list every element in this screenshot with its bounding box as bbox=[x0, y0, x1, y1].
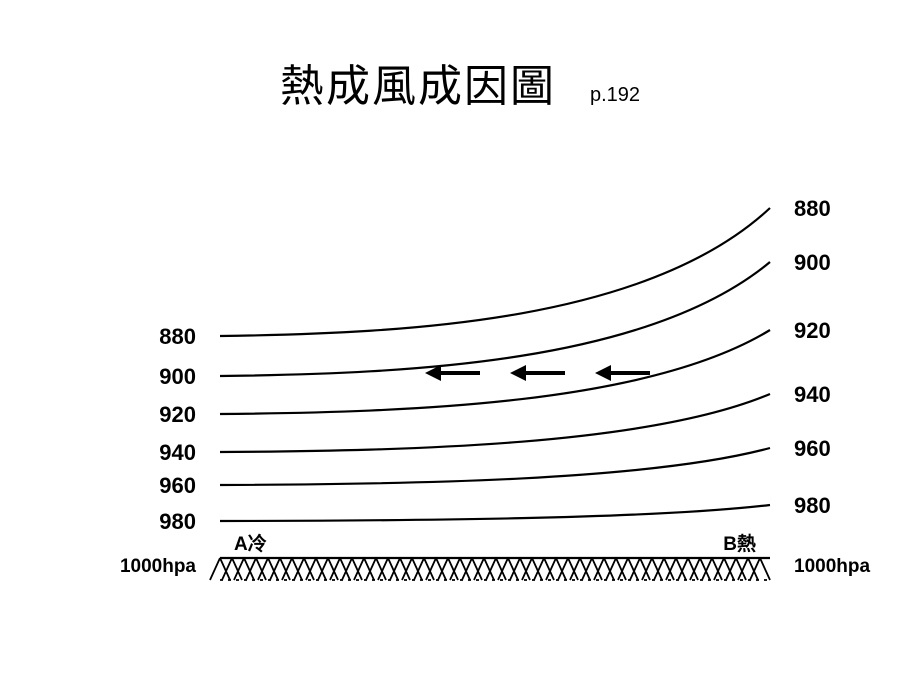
ground-hatching bbox=[210, 558, 770, 580]
isobar-label-left-960: 960 bbox=[159, 473, 196, 498]
isobar-label-left-880: 880 bbox=[159, 324, 196, 349]
title-area: 熱成風成因圖 p.192 bbox=[0, 50, 920, 114]
page-reference: p.192 bbox=[590, 84, 640, 107]
isobar-980 bbox=[220, 505, 770, 521]
wind-arrow-head-1 bbox=[510, 365, 526, 381]
hot-label-B: B熱 bbox=[723, 532, 756, 555]
isobar-label-left-940: 940 bbox=[159, 440, 196, 465]
isobar-label-left-920: 920 bbox=[159, 402, 196, 427]
wind-arrow-head-2 bbox=[595, 365, 611, 381]
isobar-900 bbox=[220, 262, 770, 376]
isobar-label-right-900: 900 bbox=[794, 250, 831, 275]
isobar-label-right-980: 980 bbox=[794, 493, 831, 518]
cold-label-A: A冷 bbox=[234, 532, 267, 555]
thermal-wind-diagram: 880 880 900 900 920 920 940 940 960 960 980 980 A冷 B熱… bbox=[0, 180, 920, 620]
isobar-920 bbox=[220, 330, 770, 414]
isobar-label-left-900: 900 bbox=[159, 364, 196, 389]
isobar-label-right-880: 880 bbox=[794, 196, 831, 221]
isobar-label-right-960: 960 bbox=[794, 436, 831, 461]
isobar-label-right-940: 940 bbox=[794, 382, 831, 407]
isobar-label-right-920: 920 bbox=[794, 318, 831, 343]
ground-label-left: 1000hpa bbox=[120, 556, 196, 577]
diagram-title: 熱成風成因圖 bbox=[280, 50, 556, 114]
ground-label-right: 1000hpa bbox=[794, 556, 870, 577]
isobar-label-left-980: 980 bbox=[159, 509, 196, 534]
isobar-960 bbox=[220, 448, 770, 485]
isobar-880 bbox=[220, 208, 770, 336]
